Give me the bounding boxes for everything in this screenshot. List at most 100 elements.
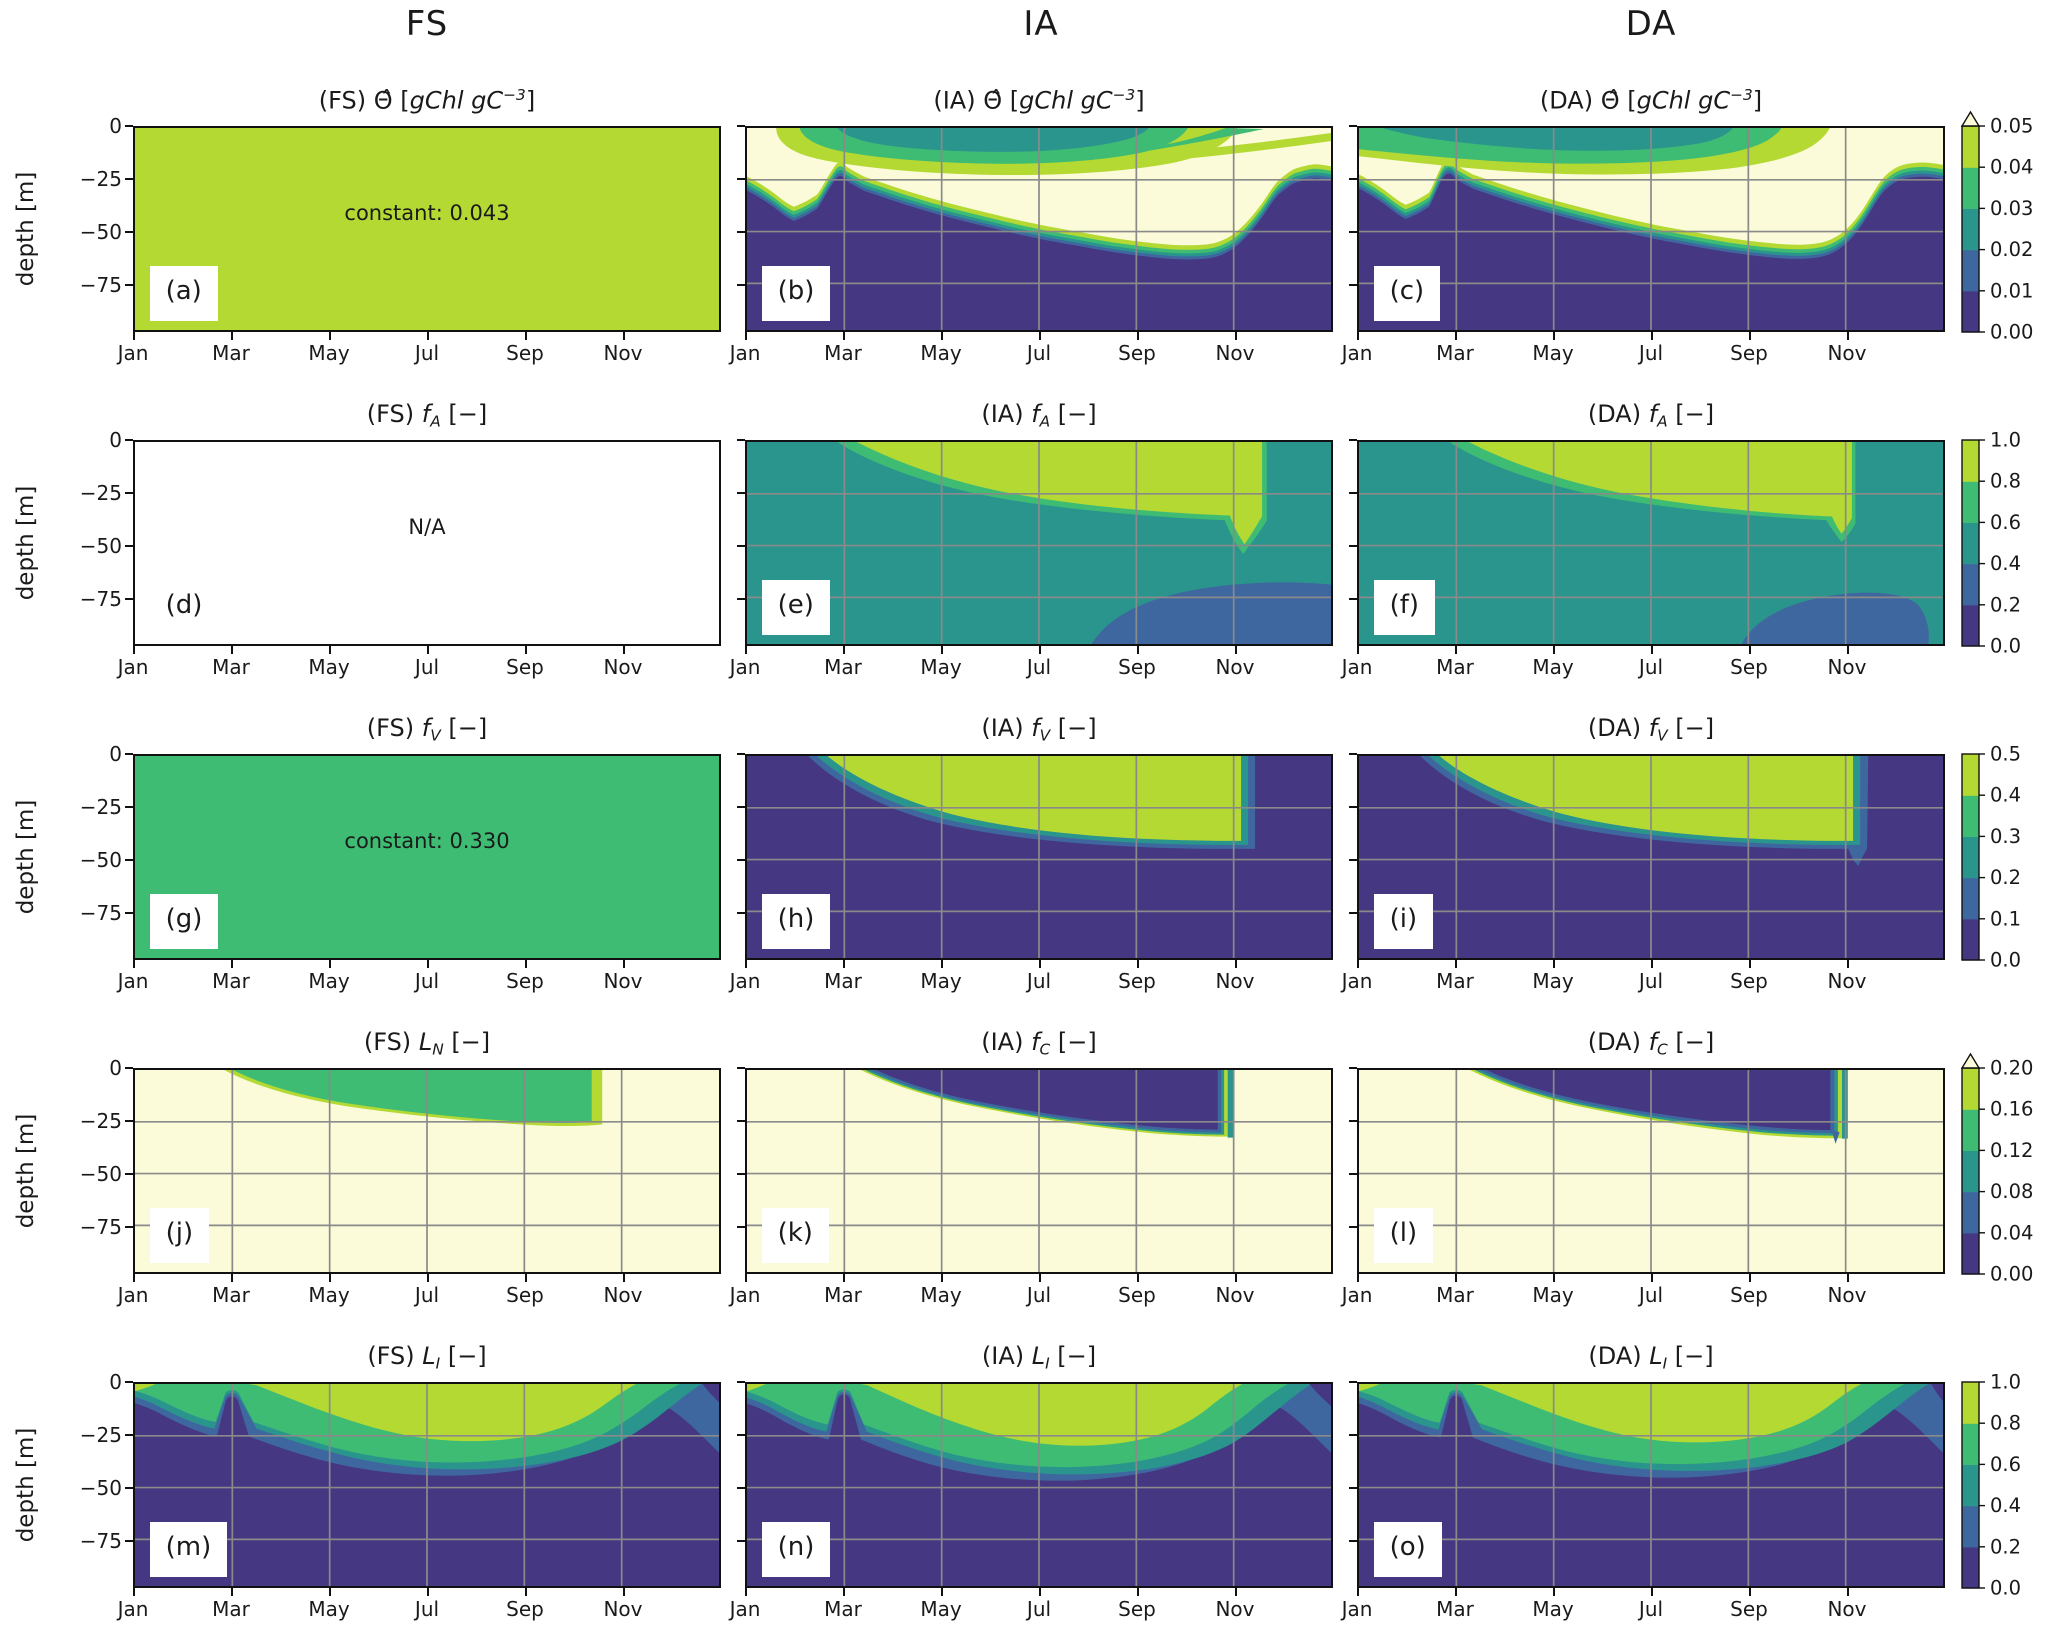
- title-part: [−]: [440, 400, 488, 428]
- colorbar-tick-label: 0.04: [1990, 156, 2033, 179]
- y-tick-mark: [737, 544, 745, 547]
- x-tick-label: Sep: [506, 341, 544, 365]
- x-tick-mark: [1137, 332, 1139, 340]
- panel-letter-box: (o): [1373, 1521, 1442, 1577]
- y-tick-mark: [737, 1381, 745, 1383]
- x-tick-label: May: [1532, 341, 1574, 365]
- title-part: [−]: [1050, 1028, 1097, 1056]
- title-part: V: [1657, 726, 1668, 745]
- x-tick-mark: [1455, 1588, 1457, 1596]
- x-tick-label: Jan: [117, 1283, 149, 1307]
- x-tick-label: Sep: [1118, 655, 1156, 679]
- x-tick-label: Jan: [729, 969, 761, 993]
- panel-h: (h): [745, 754, 1333, 960]
- y-tick-mark: [125, 1172, 133, 1175]
- y-tick-label: −25: [79, 480, 122, 505]
- title-part: gChl gC: [1636, 86, 1731, 115]
- y-tick-mark: [1349, 1172, 1357, 1175]
- x-tick-mark: [941, 646, 943, 654]
- y-tick-mark: [737, 597, 745, 600]
- colorbar-segment: [1962, 440, 1979, 482]
- x-tick-label: Nov: [1215, 655, 1255, 679]
- x-tick-label: Jan: [729, 655, 761, 679]
- x-tick-mark: [427, 646, 429, 654]
- grid-lines: [1359, 128, 1943, 330]
- title-part: Θ̂: [983, 86, 1003, 115]
- title-part: f: [421, 714, 431, 742]
- y-tick-mark: [737, 911, 745, 914]
- colorbar-tick-label: 1.0: [1990, 429, 2021, 452]
- title-part: [−]: [440, 714, 488, 742]
- x-tick-label: Jan: [1341, 1283, 1373, 1307]
- colorbar-svg: 0.20 0.16 0.12 0.08 0.04 0.00: [1960, 1052, 2033, 1286]
- x-tick-mark: [843, 332, 845, 340]
- contour-plot: [1359, 128, 1943, 330]
- y-tick-mark: [125, 858, 133, 861]
- grid-lines: [747, 128, 1331, 330]
- title-part: (IA): [981, 400, 1032, 428]
- colorbar: 1.0 0.8 0.6 0.4 0.2 0.0: [1958, 1360, 2067, 1610]
- panel-title: (FS) fV [−]: [133, 714, 721, 748]
- colorbar-tick-label: 0.08: [1990, 1180, 2033, 1203]
- column-header-da: DA: [1625, 4, 1677, 44]
- colorbar-tick-label: 0.3: [1990, 825, 2021, 848]
- x-tick-mark: [1357, 646, 1359, 654]
- grid-lines: [1359, 756, 1943, 958]
- title-part: [−]: [1050, 714, 1097, 742]
- y-tick-mark: [125, 1539, 133, 1542]
- panel-letter-box: (a): [149, 265, 218, 321]
- title-part: gChl gC: [1019, 86, 1113, 115]
- x-tick-label: Mar: [212, 969, 250, 993]
- x-tick-label: Sep: [1730, 341, 1768, 365]
- grid-lines: [747, 1384, 1331, 1586]
- y-tick-mark: [737, 753, 745, 755]
- y-tick-mark: [1349, 177, 1357, 180]
- title-part: [: [1002, 86, 1020, 115]
- title-part: C: [1657, 1040, 1668, 1059]
- title-part: [−]: [443, 1028, 491, 1056]
- contour-plot: [1359, 1384, 1943, 1586]
- title-part: [: [392, 86, 410, 115]
- x-tick-label: Jul: [1638, 969, 1664, 993]
- y-tick-label: −25: [79, 1422, 122, 1447]
- x-tick-label: Jan: [117, 655, 149, 679]
- x-tick-label: May: [1532, 1597, 1574, 1621]
- y-tick-mark: [737, 1539, 745, 1542]
- colorbar-segment: [1962, 1232, 1979, 1275]
- x-tick-mark: [133, 332, 135, 340]
- title-part: (FS): [363, 1028, 419, 1056]
- colorbar-frame: [1961, 439, 1980, 647]
- y-tick-mark: [1349, 911, 1357, 914]
- title-part: [−]: [440, 1342, 487, 1370]
- x-tick-mark: [1137, 1274, 1139, 1282]
- title-part: L: [1649, 1342, 1663, 1370]
- x-tick-label: May: [920, 1283, 962, 1307]
- panel-title: (DA) Θ̂ [gChl gC−3]: [1357, 86, 1945, 120]
- x-tick-label: May: [920, 1597, 962, 1621]
- x-tick-label: May: [1532, 655, 1574, 679]
- x-tick-label: Jul: [1638, 655, 1664, 679]
- x-tick-mark: [941, 1274, 943, 1282]
- panel-title: (FS) Θ̂ [gChl gC−3]: [133, 86, 721, 120]
- contour-region-purple: [1309, 1384, 1331, 1407]
- contour-region-purple: [1486, 1070, 1831, 1130]
- x-tick-label: Sep: [1730, 655, 1768, 679]
- x-tick-mark: [1455, 646, 1457, 654]
- contour-region-blue: [1091, 582, 1331, 644]
- panel-letter-box: (m): [149, 1521, 228, 1577]
- colorbar-tick-label: 0.6: [1990, 1453, 2021, 1476]
- title-part: ]: [1752, 86, 1763, 115]
- title-part: [−]: [1667, 714, 1715, 742]
- x-tick-label: Jul: [1026, 1283, 1052, 1307]
- contour-plot: [747, 1384, 1331, 1586]
- colorbar-tick-label: 0.00: [1990, 321, 2033, 344]
- y-tick-mark: [737, 125, 745, 127]
- x-tick-label: Jul: [414, 341, 440, 365]
- x-tick-mark: [1357, 332, 1359, 340]
- colorbar-tick-label: 0.0: [1990, 635, 2021, 658]
- title-part: V: [1039, 726, 1051, 745]
- contour-region-blue: [1831, 1129, 1840, 1144]
- y-tick-mark: [125, 911, 133, 914]
- contour-region-yellowgreen: [1439, 756, 1854, 841]
